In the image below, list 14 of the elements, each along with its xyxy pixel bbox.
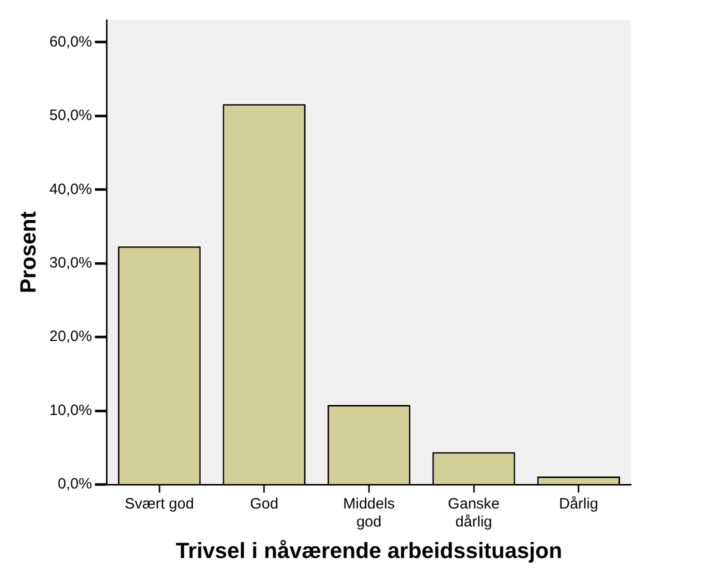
x-axis-title: Trivsel i nåværende arbeidssituasjon [176, 538, 562, 563]
y-tick-label: 0,0% [58, 476, 92, 493]
y-tick-label: 30,0% [49, 254, 92, 272]
x-tick-label: Svært god [124, 496, 194, 513]
y-axis-title: Prosent [15, 210, 40, 294]
x-tick-label: Middels god [343, 496, 395, 531]
x-tick-label: God [250, 496, 278, 513]
y-tick-label: 60,0% [49, 33, 92, 50]
y-tick-label: 20,0% [49, 328, 92, 346]
x-tick-label: Ganske dårlig [448, 496, 500, 531]
y-tick-label: 10,0% [49, 402, 92, 419]
x-tick-label: Dårlig [559, 496, 598, 513]
y-tick-label: 40,0% [49, 180, 92, 198]
y-tick-label: 50,0% [49, 107, 92, 124]
